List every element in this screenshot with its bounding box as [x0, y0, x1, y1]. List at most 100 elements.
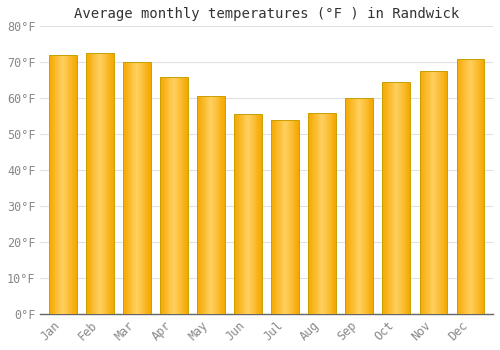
Bar [184, 77, 185, 314]
Bar [204, 96, 206, 314]
Bar [363, 98, 364, 314]
Bar [358, 98, 360, 314]
Bar [98, 53, 99, 314]
Bar [112, 53, 113, 314]
Bar [473, 59, 474, 314]
Bar [175, 77, 176, 314]
Bar [430, 71, 432, 314]
Bar [353, 98, 354, 314]
Bar [59, 55, 60, 314]
Bar [462, 59, 463, 314]
Bar [272, 120, 299, 314]
Bar [436, 71, 437, 314]
Bar [439, 71, 440, 314]
Bar [199, 96, 200, 314]
Bar [476, 59, 477, 314]
Bar [240, 114, 242, 314]
Bar [142, 62, 144, 314]
Bar [250, 114, 251, 314]
Bar [356, 98, 358, 314]
Bar [248, 114, 249, 314]
Bar [110, 53, 111, 314]
Bar [222, 96, 223, 314]
Bar [100, 53, 101, 314]
Bar [89, 53, 90, 314]
Bar [382, 82, 384, 314]
Bar [102, 53, 104, 314]
Bar [174, 77, 175, 314]
Bar [177, 77, 178, 314]
Bar [97, 53, 98, 314]
Bar [314, 113, 315, 314]
Bar [135, 62, 136, 314]
Bar [187, 77, 188, 314]
Bar [65, 55, 66, 314]
Bar [466, 59, 467, 314]
Bar [236, 114, 237, 314]
Bar [297, 120, 298, 314]
Bar [401, 82, 402, 314]
Bar [76, 55, 77, 314]
Bar [275, 120, 276, 314]
Bar [211, 96, 212, 314]
Bar [287, 120, 288, 314]
Bar [402, 82, 403, 314]
Bar [51, 55, 52, 314]
Bar [246, 114, 247, 314]
Bar [291, 120, 292, 314]
Bar [104, 53, 106, 314]
Bar [146, 62, 147, 314]
Bar [223, 96, 224, 314]
Bar [298, 120, 299, 314]
Bar [460, 59, 461, 314]
Bar [470, 59, 472, 314]
Bar [361, 98, 362, 314]
Bar [99, 53, 100, 314]
Bar [364, 98, 365, 314]
Bar [446, 71, 448, 314]
Bar [56, 55, 58, 314]
Bar [352, 98, 353, 314]
Bar [389, 82, 390, 314]
Bar [272, 120, 273, 314]
Bar [147, 62, 148, 314]
Bar [290, 120, 291, 314]
Bar [475, 59, 476, 314]
Bar [424, 71, 425, 314]
Bar [200, 96, 201, 314]
Bar [74, 55, 75, 314]
Bar [208, 96, 210, 314]
Bar [425, 71, 426, 314]
Bar [164, 77, 165, 314]
Bar [256, 114, 258, 314]
Bar [185, 77, 186, 314]
Bar [474, 59, 475, 314]
Bar [420, 71, 422, 314]
Bar [390, 82, 391, 314]
Bar [310, 113, 311, 314]
Bar [400, 82, 401, 314]
Bar [70, 55, 71, 314]
Bar [71, 55, 72, 314]
Bar [101, 53, 102, 314]
Bar [109, 53, 110, 314]
Bar [313, 113, 314, 314]
Bar [186, 77, 187, 314]
Bar [162, 77, 163, 314]
Bar [422, 71, 423, 314]
Bar [198, 96, 199, 314]
Bar [106, 53, 108, 314]
Bar [351, 98, 352, 314]
Bar [332, 113, 334, 314]
Bar [75, 55, 76, 314]
Bar [238, 114, 239, 314]
Bar [427, 71, 428, 314]
Bar [234, 114, 235, 314]
Bar [277, 120, 278, 314]
Bar [247, 114, 248, 314]
Bar [458, 59, 460, 314]
Bar [178, 77, 180, 314]
Bar [88, 53, 89, 314]
Bar [278, 120, 280, 314]
Bar [432, 71, 434, 314]
